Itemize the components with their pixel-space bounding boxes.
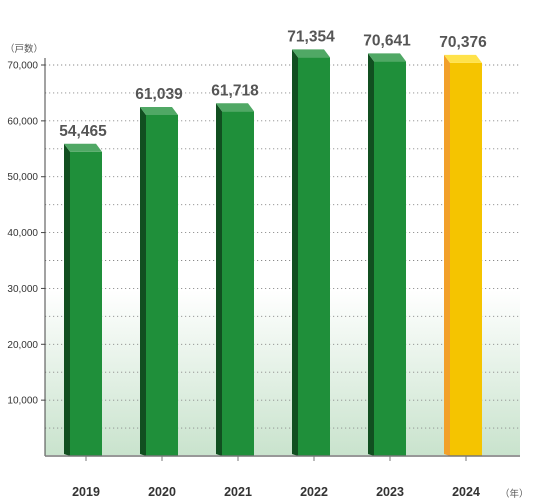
bar-top-face: [444, 54, 482, 63]
bar-front-face: [222, 111, 254, 456]
y-tick-label: 50,000: [7, 172, 38, 183]
x-axis-labels: 2019 2020 2021 2022 2023 2024: [72, 456, 480, 499]
y-tick-label: 30,000: [7, 284, 38, 295]
bar-front-face: [450, 62, 482, 456]
bar-2020: 61,039: [135, 86, 183, 456]
y-tick-label: 40,000: [7, 228, 38, 239]
x-category-label: 2022: [300, 485, 328, 499]
bar-side-face: [64, 143, 70, 456]
y-axis-unit-label: （戸数）: [5, 43, 43, 55]
bar-front-face: [374, 61, 406, 456]
y-tick-label: 70,000: [7, 61, 38, 72]
bar-front-face: [146, 115, 178, 456]
bar-top-face: [64, 143, 102, 152]
bar-2019: 54,465: [59, 123, 107, 456]
x-category-label: 2020: [148, 485, 176, 499]
plot-background-gradient: [45, 290, 520, 455]
bar-value-label: 70,376: [439, 34, 487, 51]
x-axis-unit-label: （年）: [500, 488, 529, 500]
bar-front-face: [298, 57, 330, 456]
bar-2021: 61,718: [211, 82, 259, 456]
bars: 54,465 61,039 61,718 71,354 70,641 70,376: [59, 28, 487, 456]
bar-value-label: 61,039: [135, 86, 183, 103]
bar-top-face: [216, 103, 254, 112]
bar-front-face: [70, 151, 102, 456]
bar-2024: 70,376: [439, 34, 487, 456]
y-tick-label: 10,000: [7, 396, 38, 407]
bar-top-face: [368, 53, 406, 62]
bar-value-label: 61,718: [211, 82, 259, 99]
x-category-label: 2021: [224, 485, 252, 499]
bar-side-face: [216, 103, 222, 456]
bar-top-face: [140, 107, 178, 116]
bar-top-face: [292, 49, 330, 58]
bar-value-label: 54,465: [59, 123, 107, 140]
bar-2023: 70,641: [363, 32, 411, 456]
y-tick-label: 20,000: [7, 340, 38, 351]
x-category-label: 2023: [376, 485, 404, 499]
x-category-label: 2019: [72, 485, 100, 499]
y-axis-ticks: 10,000 20,000 30,000 40,000 50,000 60,000 70,0…: [7, 61, 45, 407]
bar-2022: 71,354: [287, 28, 335, 456]
bar-side-face: [368, 53, 374, 456]
x-category-label: 2024: [452, 485, 480, 499]
bar-side-face: [140, 107, 146, 456]
bar-side-face: [292, 49, 298, 456]
y-tick-label: 60,000: [7, 116, 38, 127]
bar-value-label: 71,354: [287, 28, 335, 45]
bar-value-label: 70,641: [363, 32, 411, 49]
bar-side-face: [444, 54, 450, 456]
